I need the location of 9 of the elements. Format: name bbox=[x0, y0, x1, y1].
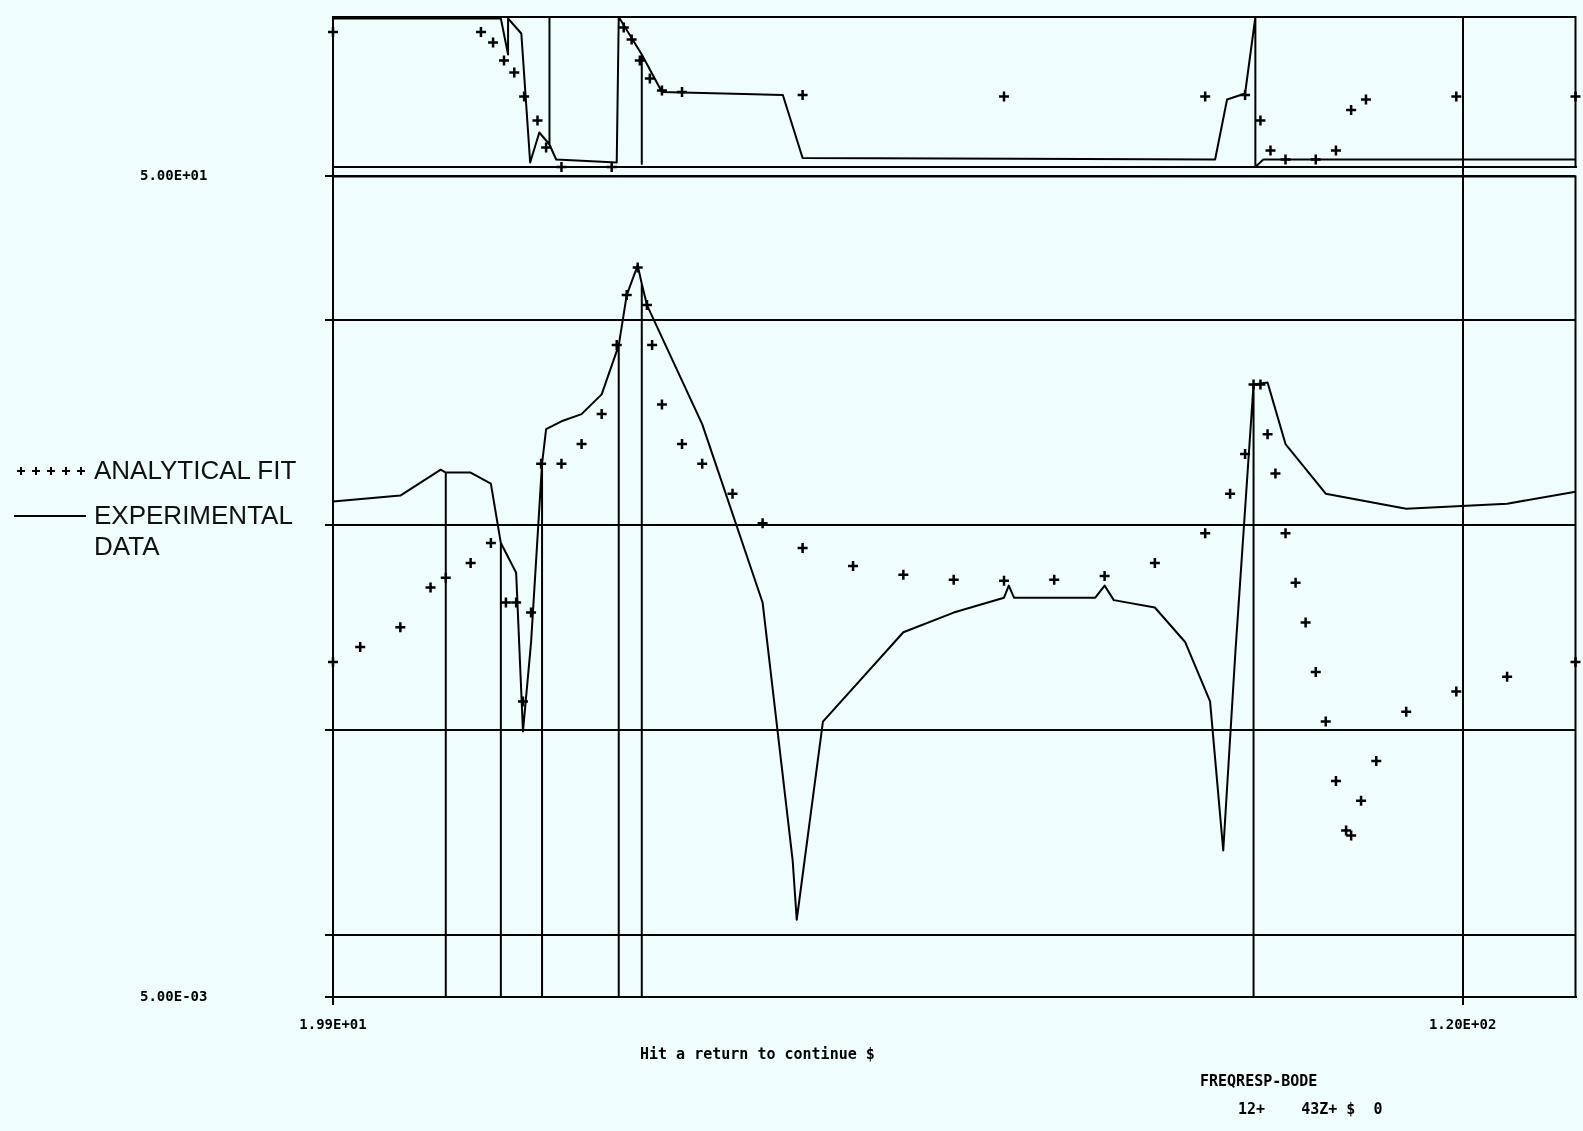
y-tick-label: 5.00E-03 bbox=[140, 987, 208, 1004]
text: Hit a return to continue $ bbox=[640, 1045, 875, 1063]
legend-label: ANALYTICAL FIT bbox=[94, 455, 298, 486]
x-tick-label: 1.99E+01 bbox=[299, 1016, 367, 1033]
y-tick-label: 5.00E+01 bbox=[140, 167, 208, 184]
x-tick-label: 1.20E+02 bbox=[1428, 1016, 1497, 1033]
text: FREQRESP-BODE bbox=[1200, 1072, 1318, 1090]
legend-label: EXPERIMENTAL DATA bbox=[94, 500, 293, 562]
text: 12+ 43Z+ $ 0 bbox=[1238, 1100, 1383, 1118]
